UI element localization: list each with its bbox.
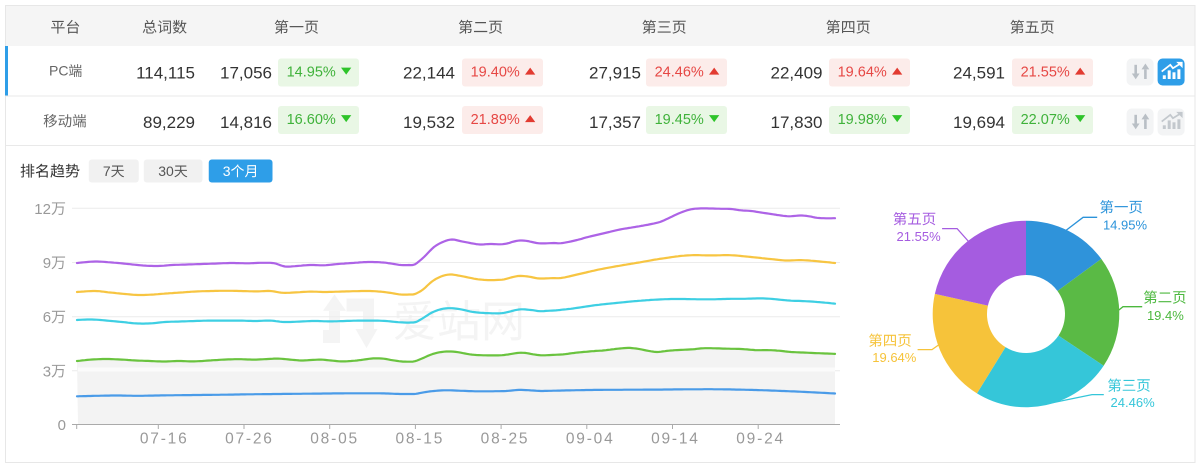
svg-text:22,144: 22,144: [403, 64, 455, 83]
svg-text:3: 3: [223, 163, 231, 179]
svg-text:22.07%: 22.07%: [1021, 112, 1070, 128]
svg-text:09-14: 09-14: [651, 431, 700, 448]
svg-text:19.45%: 19.45%: [655, 112, 704, 128]
svg-text:89,229: 89,229: [143, 113, 195, 132]
svg-text:14,816: 14,816: [220, 113, 272, 132]
svg-text:24,591: 24,591: [953, 64, 1005, 83]
svg-text:19,532: 19,532: [403, 113, 455, 132]
svg-text:19.64%: 19.64%: [872, 350, 917, 365]
svg-text:07-26: 07-26: [225, 431, 274, 448]
svg-text:PC: PC: [49, 63, 68, 79]
svg-text:17,056: 17,056: [220, 64, 272, 83]
svg-text:6: 6: [43, 309, 51, 326]
svg-text:17,357: 17,357: [589, 113, 641, 132]
svg-text:14.95%: 14.95%: [1103, 218, 1148, 233]
svg-text:09-04: 09-04: [566, 431, 615, 448]
svg-text:21.55%: 21.55%: [897, 229, 942, 244]
svg-text:19.4%: 19.4%: [1147, 308, 1184, 323]
svg-text:19.98%: 19.98%: [838, 112, 887, 128]
svg-text:24.46%: 24.46%: [1111, 395, 1156, 410]
svg-text:7: 7: [103, 163, 111, 179]
svg-text:17,830: 17,830: [771, 113, 823, 132]
svg-text:0: 0: [58, 417, 66, 434]
svg-text:30: 30: [158, 163, 174, 179]
svg-text:19,694: 19,694: [953, 113, 1005, 132]
svg-text:9: 9: [43, 255, 51, 272]
svg-text:21.89%: 21.89%: [471, 112, 520, 128]
svg-text:12: 12: [34, 201, 51, 218]
svg-text:24.46%: 24.46%: [655, 64, 704, 80]
svg-text:3: 3: [43, 363, 51, 380]
svg-text:07-16: 07-16: [140, 431, 189, 448]
svg-text:22,409: 22,409: [771, 64, 823, 83]
svg-text:19.40%: 19.40%: [471, 64, 520, 80]
svg-text:08-25: 08-25: [481, 431, 530, 448]
svg-text:19.64%: 19.64%: [838, 64, 887, 80]
svg-text:27,915: 27,915: [589, 64, 641, 83]
svg-text:21.55%: 21.55%: [1021, 64, 1070, 80]
svg-text:14.95%: 14.95%: [287, 64, 336, 80]
svg-text:16.60%: 16.60%: [287, 112, 336, 128]
svg-text:114,115: 114,115: [136, 64, 195, 83]
svg-text:08-15: 08-15: [395, 431, 444, 448]
svg-text:08-05: 08-05: [310, 431, 359, 448]
svg-text:09-24: 09-24: [736, 431, 785, 448]
